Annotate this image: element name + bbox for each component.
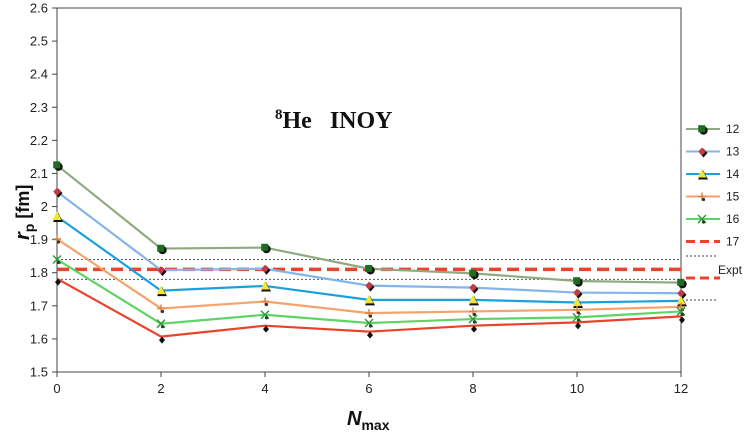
data-point: [573, 288, 583, 299]
legend-label: 14: [726, 167, 740, 181]
legend-expt-label: Expt: [718, 263, 743, 277]
x-axis-label-sub: max: [361, 417, 389, 433]
legend-item: 17: [686, 235, 740, 249]
series-group: [52, 161, 687, 344]
legend-item: 13: [686, 145, 740, 159]
data-point: [52, 254, 62, 265]
x-tick-label: 8: [469, 381, 476, 396]
y-tick-label: 2: [41, 199, 48, 214]
legend-item: 15: [686, 190, 740, 204]
y-axis: 1.5 1.6 1.7 1.8 1.9 2 2.1 2.2 2.3 2.4 2.5 2.6: [30, 1, 57, 380]
y-tick-label: 1.8: [30, 265, 48, 280]
data-point: [367, 331, 373, 339]
y-tick-label: 1.6: [30, 331, 48, 346]
data-point: [52, 211, 63, 222]
data-point: [468, 314, 478, 324]
legend-item: 16: [686, 212, 740, 226]
data-point: [572, 312, 582, 322]
data-point: [156, 319, 166, 329]
chart-annotation: 8He INOY: [275, 107, 393, 134]
data-point: [575, 322, 581, 330]
data-point: [53, 161, 63, 171]
y-axis-label: rp [fm]: [12, 185, 37, 240]
legend-label: 17: [726, 235, 740, 249]
y-tick-label: 2.5: [30, 34, 48, 49]
legend-item: 14: [686, 167, 740, 181]
data-point: [261, 243, 271, 254]
data-point: [572, 297, 583, 309]
data-point: [365, 309, 373, 318]
data-point: [260, 280, 271, 292]
y-tick-label: 1.5: [30, 365, 48, 380]
x-tick-label: 2: [157, 381, 164, 396]
y-tick-label: 2.3: [30, 100, 48, 115]
x-axis-label: Nmax: [347, 408, 390, 433]
data-point: [159, 336, 165, 344]
legend-label: 12: [726, 122, 740, 136]
data-point: [573, 277, 583, 287]
legend-marker: [697, 214, 707, 224]
y-tick-label: 2.1: [30, 166, 48, 181]
x-tick-label: 4: [261, 381, 268, 396]
data-point: [676, 306, 686, 317]
data-point: [261, 264, 271, 275]
legend-marker: [698, 192, 706, 202]
data-point: [157, 266, 167, 277]
legend-label: 15: [726, 190, 740, 204]
legend-marker: [697, 169, 708, 180]
data-point: [157, 244, 167, 255]
data-point: [156, 285, 167, 297]
data-point: [468, 294, 479, 306]
x-tick-label: 6: [365, 381, 372, 396]
data-point: [55, 278, 61, 286]
data-point: [677, 278, 687, 289]
x-axis-label-main: N: [347, 408, 362, 430]
data-point: [260, 310, 270, 320]
data-point: [365, 264, 375, 275]
data-point: [261, 297, 269, 307]
data-point: [471, 325, 477, 333]
data-point: [676, 295, 687, 307]
data-point: [53, 234, 61, 244]
y-tick-label: 1.9: [30, 232, 48, 247]
series-line: [56, 277, 682, 338]
x-tick-label: 10: [570, 381, 584, 396]
legend-label: 16: [726, 212, 740, 226]
y-axis-label-unit: [fm]: [13, 185, 33, 224]
legend-item: 12: [686, 122, 740, 136]
annotation-mass: 8: [275, 107, 283, 123]
x-tick-label: 12: [674, 381, 688, 396]
data-point: [573, 305, 581, 315]
y-axis-label-main: r: [12, 231, 34, 240]
y-axis-label-sub: p: [21, 224, 37, 233]
legend-label: 13: [726, 145, 740, 159]
y-tick-label: 2.4: [30, 67, 48, 82]
data-point: [364, 318, 374, 328]
x-axis: 0 2 4 6 8 10 12: [53, 372, 688, 396]
data-point: [469, 269, 479, 280]
data-point: [157, 304, 165, 314]
y-tick-label: 2.2: [30, 133, 48, 148]
legend-marker: [698, 147, 708, 158]
y-tick-label: 2.6: [30, 1, 48, 16]
y-tick-label: 1.7: [30, 298, 48, 313]
legend-marker: [698, 125, 708, 135]
data-point: [364, 294, 375, 306]
legend: 12 13 14 15 16 17 Expt: [686, 122, 743, 301]
x-tick-label: 0: [53, 381, 60, 396]
data-point: [469, 307, 477, 317]
data-point: [365, 281, 375, 292]
data-point: [469, 283, 479, 294]
data-point: [679, 316, 685, 324]
data-point: [263, 325, 269, 333]
annotation-text: He INOY: [283, 108, 393, 134]
data-point: [53, 187, 63, 198]
